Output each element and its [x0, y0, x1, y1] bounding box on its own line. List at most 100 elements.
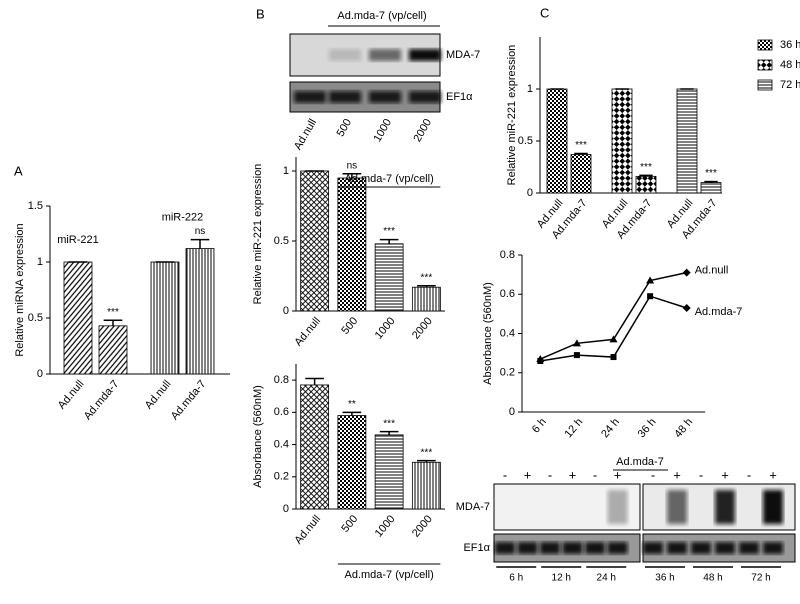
blot-band [667, 542, 687, 554]
group-label: miR-221 [57, 234, 99, 246]
x-tick-label: 500 [339, 513, 360, 535]
blot-band [715, 490, 735, 524]
y-axis-label: Absorbance (560nM) [252, 385, 264, 488]
y-tick-label: 0.6 [500, 288, 515, 300]
blot-band [691, 542, 711, 554]
y-tick-label: 0 [283, 305, 289, 317]
x-tick-label: Ad.null [56, 378, 87, 411]
significance: *** [575, 140, 587, 151]
blot-band [409, 91, 441, 103]
time-label: 36 h [655, 573, 674, 584]
y-axis-label: Relative miRNA expression [14, 223, 26, 356]
x-tick-label: 1000 [373, 315, 398, 341]
panel-label: B [256, 6, 265, 21]
x-tick-label: Ad.null [143, 378, 174, 411]
blot-band [607, 542, 628, 554]
blot-band [643, 542, 663, 554]
y-tick-label: 0.4 [274, 438, 289, 450]
blot-band [329, 91, 361, 103]
significance: *** [421, 272, 433, 283]
y-tick-label: 0.2 [500, 367, 515, 379]
treatment-label: - [747, 467, 751, 482]
time-label: 72 h [751, 573, 770, 584]
significance: ** [348, 399, 356, 410]
bar [337, 177, 367, 312]
treatment-label: + [721, 467, 729, 482]
significance: *** [383, 418, 395, 429]
lane-label: 2000 [411, 117, 434, 144]
y-axis-label: Relative miR-221 expression [252, 164, 264, 305]
bar [63, 261, 93, 375]
time-label: 48 h [703, 573, 722, 584]
significance: *** [705, 168, 717, 179]
marker [682, 268, 691, 277]
y-tick-label: 0.8 [274, 374, 289, 386]
significance: *** [383, 226, 395, 237]
y-tick-label: 0.5 [518, 135, 533, 147]
blot-band [715, 542, 735, 554]
lane-label: 1000 [371, 117, 394, 144]
blot-row-label: EF1α [446, 91, 473, 103]
bar [374, 243, 404, 312]
x-tick-label: Ad.null [292, 513, 323, 546]
group-label: miR-222 [162, 212, 204, 224]
blot-band [562, 542, 583, 554]
legend-swatch [757, 59, 773, 71]
bar [374, 434, 404, 510]
lane-label: 500 [335, 117, 355, 139]
marker [610, 354, 617, 361]
y-tick-label: 1.5 [28, 200, 43, 212]
y-tick-label: 0.5 [28, 312, 43, 324]
legend-swatch [757, 79, 773, 91]
x-tick-label: 6 h [530, 416, 549, 435]
blot-band [585, 542, 605, 554]
significance: ns [347, 160, 358, 171]
marker [646, 276, 655, 284]
blot-band [763, 490, 783, 524]
blot-header: Ad.mda-7 [616, 456, 664, 468]
bar [411, 461, 441, 510]
x-tick-label: Ad.null [292, 315, 323, 348]
blot-band [329, 49, 361, 61]
y-tick-label: 0.8 [500, 249, 515, 261]
y-tick-label: 0.5 [274, 235, 289, 247]
bar [150, 261, 180, 375]
x-tick-label: 36 h [636, 416, 659, 440]
y-tick-label: 0 [509, 406, 515, 418]
treatment-label: + [769, 467, 777, 482]
legend-swatch [757, 39, 773, 51]
x-tick-label: Ad.mda-7 [82, 378, 122, 422]
x-tick-label: Ad.mda-7 [169, 378, 209, 422]
series-label: Ad.mda-7 [695, 306, 743, 318]
time-label: 6 h [509, 573, 523, 584]
time-label: 24 h [597, 573, 616, 584]
time-label: 12 h [552, 573, 571, 584]
blot-row-label: MDA-7 [446, 49, 480, 61]
y-axis-label: Absorbance (560nM) [482, 282, 494, 385]
panel-label: A [14, 163, 23, 178]
blot-band [607, 490, 628, 524]
y-axis-label: Relative miR-221 expression [506, 45, 518, 186]
treatment-label: + [524, 467, 532, 482]
blot-band [369, 91, 401, 103]
bar [676, 88, 698, 194]
significance: ns [195, 226, 206, 237]
significance: *** [421, 447, 433, 458]
y-tick-label: 1 [37, 256, 43, 268]
y-tick-label: 1 [527, 83, 533, 95]
lane-label: Ad.null [292, 117, 319, 152]
treatment-label: - [503, 467, 507, 482]
x-tick-label: 48 h [672, 416, 695, 440]
treatment-label: + [673, 467, 681, 482]
treatment-label: - [593, 467, 597, 482]
series-label: Ad.null [695, 265, 729, 277]
significance: *** [640, 162, 652, 173]
legend-label: 72 h [780, 79, 800, 91]
y-tick-label: 0 [37, 368, 43, 380]
x-tick-label: 500 [339, 315, 360, 337]
blot-band [540, 542, 560, 554]
x-tick-label: 2000 [410, 513, 435, 539]
x-tick-label: 1000 [373, 513, 398, 539]
blot-row-label: MDA-7 [456, 501, 490, 513]
